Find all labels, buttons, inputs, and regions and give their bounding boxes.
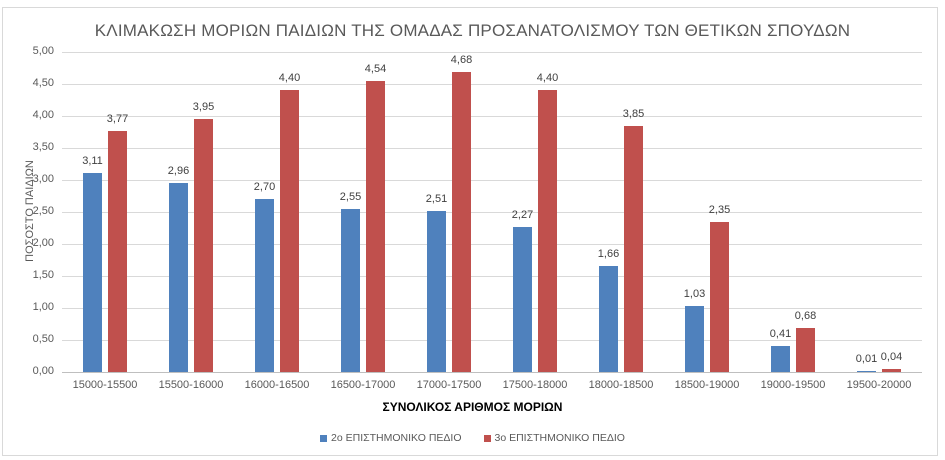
x-tick-label: 18500-19000 [674, 379, 740, 391]
bar-series-1[interactable] [685, 306, 704, 372]
legend-swatch-blue [320, 434, 328, 442]
gridline [62, 52, 922, 53]
bar-series-2[interactable] [796, 328, 815, 372]
data-label: 0,04 [880, 351, 903, 364]
bar-series-2[interactable] [452, 72, 471, 372]
y-tick-label: 1,50 [32, 269, 54, 281]
data-label: 3,11 [82, 154, 103, 167]
data-label: 2,96 [167, 164, 190, 177]
data-label: 1,03 [683, 288, 706, 301]
bar-series-1[interactable] [341, 208, 360, 372]
data-label: 2,35 [708, 203, 731, 216]
bar-series-1[interactable] [857, 371, 876, 373]
data-label: 4,40 [536, 72, 559, 85]
x-tick-label: 19000-19500 [760, 379, 826, 391]
bar-series-2[interactable] [710, 221, 729, 372]
bar-series-1[interactable] [169, 182, 188, 372]
gridline [62, 276, 922, 277]
y-tick-label: 3,50 [32, 141, 54, 153]
gridline [62, 84, 922, 85]
x-tick-label: 17500-18000 [502, 379, 568, 391]
y-tick-label: 0,50 [32, 333, 54, 345]
x-axis-line [62, 372, 922, 373]
bar-series-2[interactable] [280, 90, 299, 372]
y-tick-label: 3,00 [32, 173, 54, 185]
x-tick-label: 15000-15500 [72, 379, 138, 391]
x-tick-label: 19500-20000 [846, 379, 912, 391]
data-label: 3,95 [192, 101, 215, 114]
y-tick-label: 0,00 [32, 365, 54, 377]
legend: 2ο ΕΠΙΣΤΗΜΟΝΙΚΟ ΠΕΔΙΟ 3ο ΕΠΙΣΤΗΜΟΝΙΚΟ ΠΕ… [0, 432, 945, 444]
bar-series-2[interactable] [538, 90, 557, 372]
bar-series-2[interactable] [108, 130, 127, 372]
data-label: 3,77 [106, 112, 129, 125]
bar-series-2[interactable] [882, 369, 901, 372]
bar-series-1[interactable] [771, 345, 790, 372]
data-label: 3,85 [622, 107, 645, 120]
data-label: 2,55 [339, 190, 362, 203]
x-tick-label: 16000-16500 [244, 379, 310, 391]
gridline [62, 244, 922, 245]
chart-title: ΚΛΙΜΑΚΩΣΗ ΜΟΡΙΩΝ ΠΑΙΔΙΩΝ ΤΗΣ ΟΜΑΔΑΣ ΠΡΟΣ… [94, 21, 851, 40]
y-tick-label: 5,00 [32, 45, 54, 57]
data-label: 2,27 [511, 208, 534, 221]
x-tick-label: 18000-18500 [588, 379, 654, 391]
y-tick-label: 4,50 [32, 77, 54, 89]
data-label: 0,41 [769, 327, 792, 340]
data-label: 2,70 [253, 181, 276, 194]
x-tick-label: 15500-16000 [158, 379, 224, 391]
gridline [62, 148, 922, 149]
legend-item-series-1[interactable]: 2ο ΕΠΙΣΤΗΜΟΝΙΚΟ ΠΕΔΙΟ [320, 432, 462, 444]
bar-series-1[interactable] [513, 226, 532, 372]
bar-series-2[interactable] [194, 119, 213, 372]
gridline [62, 116, 922, 117]
gridline [62, 340, 922, 341]
x-tick-label: 16500-17000 [330, 379, 396, 391]
data-label: 4,40 [278, 72, 301, 85]
bar-series-1[interactable] [83, 172, 102, 372]
y-tick-label: 4,00 [32, 109, 54, 121]
data-label: 4,68 [450, 54, 473, 67]
bar-series-1[interactable] [255, 199, 274, 372]
y-tick-label: 2,00 [32, 237, 54, 249]
data-label: 0,68 [794, 310, 817, 323]
data-label: 0,01 [855, 353, 878, 366]
data-label: 1,66 [597, 247, 620, 260]
data-label: 2,51 [425, 193, 448, 206]
legend-label: 2ο ΕΠΙΣΤΗΜΟΝΙΚΟ ΠΕΔΙΟ [331, 432, 462, 444]
data-label: 4,54 [364, 63, 387, 76]
gridline [62, 180, 922, 181]
bar-series-2[interactable] [624, 125, 643, 372]
bar-series-1[interactable] [427, 211, 446, 372]
legend-swatch-red [483, 434, 491, 442]
legend-item-series-2[interactable]: 3ο ΕΠΙΣΤΗΜΟΝΙΚΟ ΠΕΔΙΟ [483, 432, 625, 444]
legend-label: 3ο ΕΠΙΣΤΗΜΟΝΙΚΟ ΠΕΔΙΟ [494, 432, 625, 444]
gridline [62, 308, 922, 309]
y-tick-label: 1,00 [32, 301, 54, 313]
x-axis-label: ΣΥΝΟΛΙΚΟΣ ΑΡΙΘΜΟΣ ΜΟΡΙΩΝ [382, 400, 563, 414]
bar-series-1[interactable] [599, 265, 618, 372]
x-tick-label: 17000-17500 [416, 379, 482, 391]
bar-series-2[interactable] [366, 81, 385, 372]
y-tick-label: 2,50 [32, 205, 54, 217]
gridline [62, 212, 922, 213]
